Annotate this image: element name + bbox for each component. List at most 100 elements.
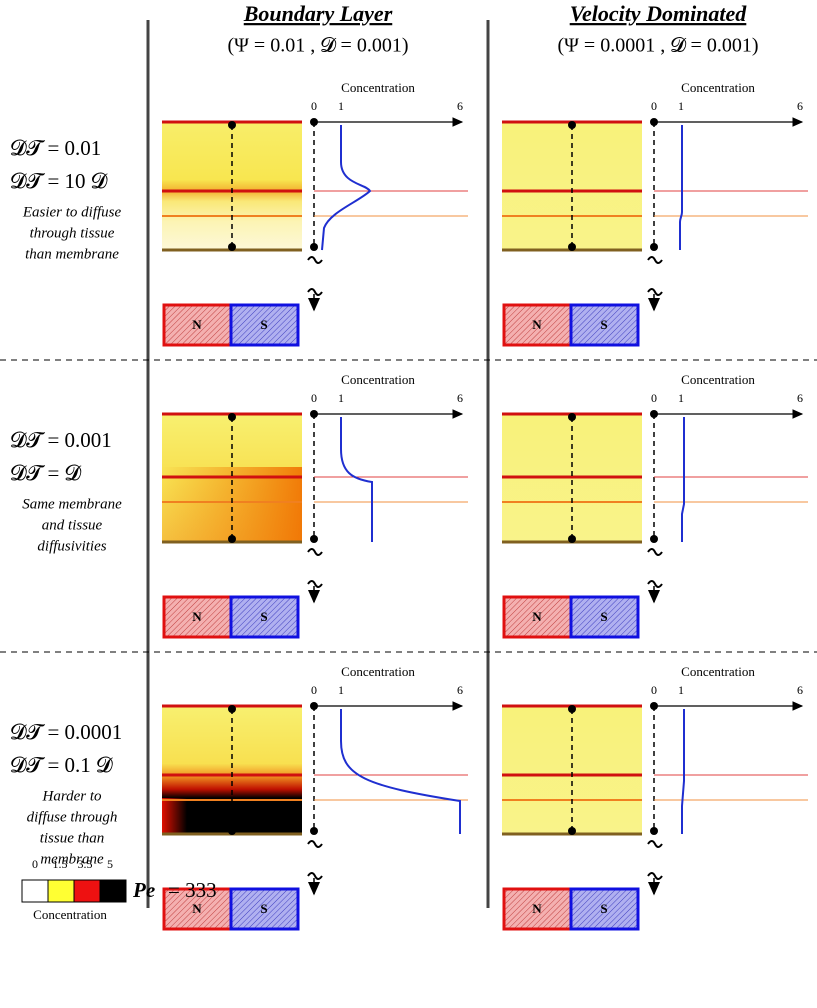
colorbar-tick-label: 1.5 <box>53 857 68 871</box>
axis-tick-label: 1 <box>338 99 344 113</box>
panel: 0 1 6 Concentration N S <box>162 664 468 931</box>
section-dot <box>228 243 236 251</box>
axis-tick-label: 6 <box>797 99 803 113</box>
row-label: 𝓓𝓣 = 0.0001 <box>10 720 122 744</box>
row-note: Same membrane <box>22 496 122 512</box>
axis-label: Concentration <box>681 372 755 387</box>
axis-dot <box>650 535 658 543</box>
colorbar-label: Concentration <box>33 907 107 922</box>
axis-label: Concentration <box>341 372 415 387</box>
axis-tick-label: 0 <box>311 391 317 405</box>
axis-tick-label: 0 <box>651 391 657 405</box>
axis-tick-label: 0 <box>651 99 657 113</box>
magnet-south <box>569 595 640 639</box>
magnet-label: S <box>600 901 607 916</box>
magnet-label: N <box>192 609 202 624</box>
row-note: diffusivities <box>37 538 106 554</box>
axis-tick-label: 6 <box>797 391 803 405</box>
row-label: 𝓓𝓣 = 𝓓 <box>10 461 82 485</box>
row-label: 𝓓𝓣 = 10 𝓓 <box>10 169 108 193</box>
break-mark <box>307 548 323 556</box>
column-title: Boundary Layer <box>243 1 393 26</box>
break-mark <box>647 288 663 296</box>
row-note: diffuse through <box>27 809 118 825</box>
row-label: 𝓓𝓣 = 0.001 <box>10 428 112 452</box>
section-dot <box>568 121 576 129</box>
axis-dot <box>310 535 318 543</box>
magnet-south <box>569 303 640 347</box>
panel: 0 1 6 Concentration N S <box>162 372 468 639</box>
profile-curve <box>679 125 683 250</box>
magnet-label: S <box>260 901 267 916</box>
axis-dot <box>310 827 318 835</box>
peclet-symbol: Pe <box>132 878 155 902</box>
axis-tick-label: 1 <box>678 683 684 697</box>
profile-curve <box>340 709 461 834</box>
row-label: 𝓓𝓣 = 0.1 𝓓 <box>10 753 113 777</box>
section-dot <box>228 827 236 835</box>
magnet-label: N <box>192 317 202 332</box>
break-mark <box>307 580 323 588</box>
section-dot <box>568 243 576 251</box>
section-dot <box>568 827 576 835</box>
heatmap <box>502 122 642 250</box>
column-params: (Ψ = 0.01 , 𝓓 = 0.001) <box>228 35 409 57</box>
colorbar-swatch <box>21 879 49 903</box>
magnet-south <box>229 887 300 931</box>
axis-label: Concentration <box>341 664 415 679</box>
magnet-label: S <box>260 317 267 332</box>
axis-tick-label: 0 <box>311 683 317 697</box>
axis-tick-label: 1 <box>678 99 684 113</box>
axis-tick-label: 1 <box>338 391 344 405</box>
axis-dot <box>310 243 318 251</box>
magnet-label: S <box>600 609 607 624</box>
magnet-label: N <box>532 609 542 624</box>
peclet-value: = 333 <box>168 878 217 902</box>
colorbar-swatch <box>73 879 101 903</box>
break-mark <box>647 548 663 556</box>
column-params: (Ψ = 0.0001 , 𝓓 = 0.001) <box>558 35 759 57</box>
row-note: Harder to <box>41 788 102 804</box>
magnet-north <box>502 595 573 639</box>
row-label: 𝓓𝓣 = 0.01 <box>10 136 101 160</box>
axis-tick-label: 6 <box>457 683 463 697</box>
axis-tick-label: 0 <box>651 683 657 697</box>
break-mark <box>647 580 663 588</box>
magnet-label: S <box>260 609 267 624</box>
break-mark <box>647 256 663 264</box>
magnet-north <box>162 303 233 347</box>
section-dot <box>228 535 236 543</box>
row-note: and tissue <box>42 517 103 533</box>
section-dot <box>568 705 576 713</box>
row-note: membrane <box>40 851 104 867</box>
panel: 0 1 6 Concentration N S <box>162 80 468 347</box>
magnet-south <box>569 887 640 931</box>
magnet-north <box>502 303 573 347</box>
heatmap <box>502 706 642 834</box>
profile-curve <box>340 417 373 542</box>
row-note: tissue than <box>40 830 105 846</box>
axis-label: Concentration <box>681 664 755 679</box>
break-mark <box>647 872 663 880</box>
heatmap <box>162 122 302 250</box>
section-dot <box>228 413 236 421</box>
axis-dot <box>650 827 658 835</box>
heatmap-overlay <box>162 798 187 834</box>
colorbar-tick-label: 0 <box>32 857 38 871</box>
panel: 0 1 6 Concentration N S <box>502 80 808 347</box>
axis-tick-label: 6 <box>457 391 463 405</box>
colorbar-swatch <box>99 879 127 903</box>
panel: 0 1 6 Concentration N S <box>502 372 808 639</box>
axis-tick-label: 1 <box>678 391 684 405</box>
row-note: Easier to diffuse <box>22 204 122 220</box>
magnet-label: N <box>532 901 542 916</box>
profile-curve <box>321 125 372 251</box>
axis-tick-label: 6 <box>457 99 463 113</box>
magnet-label: N <box>532 317 542 332</box>
colorbar-tick-label: 3.5 <box>78 857 93 871</box>
axis-tick-label: 0 <box>311 99 317 113</box>
axis-label: Concentration <box>681 80 755 95</box>
colorbar-swatch <box>47 879 75 903</box>
profile-curve <box>681 417 685 542</box>
